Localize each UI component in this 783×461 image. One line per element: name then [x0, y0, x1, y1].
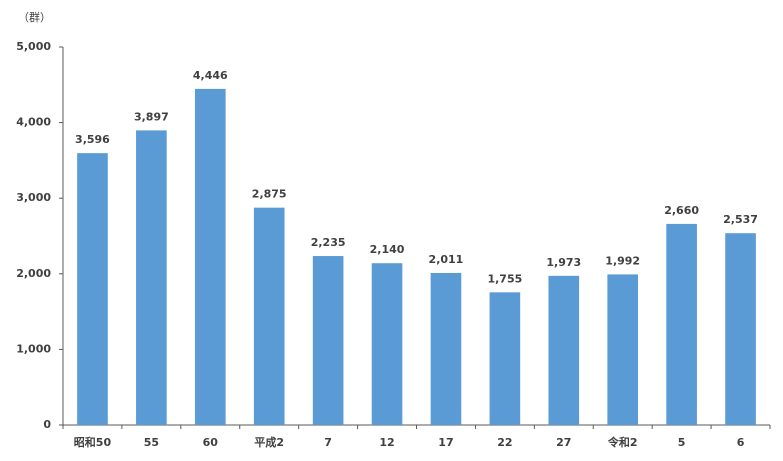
bar	[489, 292, 521, 425]
bar	[312, 256, 344, 425]
value-label: 2,140	[370, 243, 405, 256]
value-label: 2,537	[723, 213, 758, 226]
value-label: 2,875	[252, 188, 287, 201]
x-tick-label: 22	[497, 436, 512, 449]
bar	[607, 274, 639, 425]
value-label: 1,755	[487, 272, 522, 285]
x-tick-label: 平成2	[254, 435, 284, 449]
bar	[136, 130, 167, 426]
bar	[430, 272, 462, 425]
value-label: 2,235	[311, 236, 346, 249]
bar	[725, 233, 756, 425]
value-label: 2,660	[664, 204, 699, 217]
x-tick-label: 27	[556, 436, 571, 449]
x-tick-label: 60	[203, 436, 219, 449]
x-tick-label: 55	[144, 436, 159, 449]
x-tick-label: 17	[438, 436, 453, 449]
value-label: 2,011	[429, 253, 464, 266]
y-tick-label: 1,000	[16, 342, 51, 355]
value-label: 1,992	[605, 254, 640, 267]
x-tick-label: 5	[678, 436, 686, 449]
x-tick-label: 7	[324, 436, 332, 449]
bar	[371, 263, 403, 425]
bar	[77, 153, 108, 425]
bar	[253, 207, 285, 425]
bar	[194, 88, 226, 426]
value-label: 3,897	[134, 110, 169, 123]
y-tick-label: 2,000	[16, 267, 51, 280]
value-label: 1,973	[546, 256, 581, 269]
y-unit: （群）	[18, 10, 51, 24]
value-label: 3,596	[75, 133, 110, 146]
bar	[666, 223, 697, 425]
y-tick-label: 4,000	[16, 116, 51, 129]
value-label: 4,446	[193, 69, 228, 82]
x-tick-label: 昭和50	[74, 435, 112, 449]
x-tick-label: 6	[737, 436, 745, 449]
y-tick-label: 0	[43, 418, 51, 431]
bar	[548, 275, 580, 425]
y-tick-label: 3,000	[16, 191, 51, 204]
x-tick-label: 12	[379, 436, 394, 449]
x-tick-label: 令和2	[607, 435, 638, 449]
y-tick-label: 5,000	[16, 40, 51, 53]
